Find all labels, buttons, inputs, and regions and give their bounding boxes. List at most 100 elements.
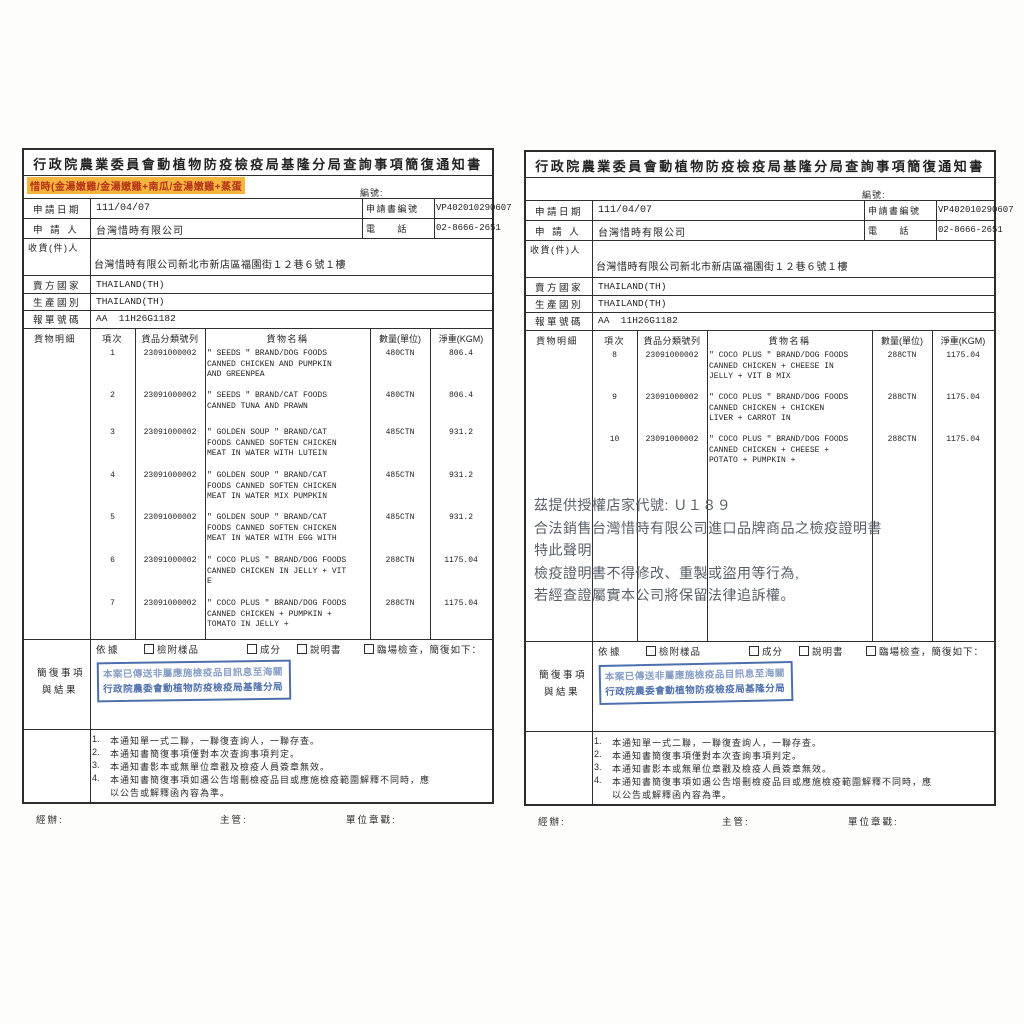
- statement-line: 合法銷售台灣惜時有限公司進口品牌商品之檢疫證明書: [534, 519, 882, 536]
- apply-date-value: 111/04/07: [598, 205, 653, 216]
- reply-section-label: 簡復事項: [37, 668, 86, 679]
- goods-detail-label: 貨物明細: [536, 336, 579, 346]
- note-text: 本通知書簡復事項如遇公告增刪檢疫品目或應施檢疫範圍解釋不同時，應: [110, 775, 431, 785]
- checkbox-sample: 檢附樣品: [646, 644, 701, 658]
- divider: [707, 330, 708, 641]
- item-no: 1: [110, 349, 115, 358]
- divider: [936, 200, 937, 240]
- checkbox-icon: [866, 646, 876, 656]
- checkbox-ingredient: 成分: [749, 644, 783, 658]
- serial-label: 編號:: [862, 190, 886, 200]
- note-number: 1.: [594, 736, 602, 746]
- reply-section-label2: 與結果: [544, 687, 581, 698]
- item-code: 23091000002: [143, 349, 197, 358]
- divider: [932, 330, 933, 641]
- divider: [526, 295, 994, 296]
- divider: [637, 330, 638, 641]
- checkbox-onsite: 臨場檢查，簡復如下：: [364, 642, 482, 656]
- authorization-statement: 茲提供授權店家代號: Ｕ１８９ 合法銷售台灣惜時有限公司進口品牌商品之檢疫證明書…: [534, 494, 986, 607]
- production-country-value: THAILAND(TH): [598, 298, 667, 309]
- divider: [592, 200, 593, 804]
- production-country-label: 生產國別: [535, 300, 584, 311]
- item-no: 6: [110, 556, 115, 565]
- col-code: 貨品分類號列: [643, 336, 701, 346]
- goods-detail-label: 貨物明細: [34, 334, 77, 344]
- divider: [24, 198, 492, 199]
- col-name: 貨物名稱: [266, 334, 309, 344]
- seller-country-label: 賣方國家: [33, 281, 82, 292]
- divider: [526, 200, 994, 201]
- item-weight: 806.4: [448, 349, 473, 358]
- note-number: 1.: [92, 734, 100, 744]
- item-qty: 485CTN: [385, 471, 415, 480]
- item-desc: " SEEDS " BRAND/CAT FOODS CANNED TUNA AN…: [207, 391, 328, 411]
- table-row: 5 23091000002 " GOLDEN SOUP " BRAND/CAT FO…: [90, 512, 492, 556]
- unit-seal-label: 單位章戳:: [346, 815, 397, 826]
- highlight-banner: 惜時(金湯嫩雞/金湯嫩雞+南瓜/金湯嫩雞+蒸蛋: [27, 177, 246, 194]
- checkbox-instruction: 說明書: [297, 642, 342, 656]
- col-weight: 淨重(KGM): [438, 334, 484, 344]
- item-qty: 288CTN: [887, 393, 917, 402]
- phone-label: 電 話: [366, 224, 409, 234]
- divider: [362, 198, 363, 238]
- note-number: 4.: [594, 775, 602, 785]
- divider: [24, 293, 492, 294]
- apply-no-value: VP402010290607: [436, 203, 512, 213]
- item-qty: 480CTN: [385, 391, 415, 400]
- item-code: 23091000002: [143, 599, 197, 608]
- table-row: 6 23091000002 " COCO PLUS " BRAND/DOG FOOD…: [90, 555, 492, 599]
- item-desc: " GOLDEN SOUP " BRAND/CAT FOODS CANNED S…: [207, 471, 337, 501]
- item-code: 23091000002: [143, 556, 197, 565]
- apply-date-label: 申請日期: [33, 205, 82, 216]
- checkbox-icon: [364, 644, 374, 654]
- divider: [24, 639, 492, 640]
- item-qty: 288CTN: [887, 351, 917, 360]
- seller-country-value: THAILAND(TH): [96, 279, 165, 290]
- unit-seal-label: 單位章戳:: [848, 817, 899, 828]
- checkbox-icon: [646, 646, 656, 656]
- consignee-value: 台灣惜時有限公司新北市新店區福園街１２巷６號１樓: [94, 260, 346, 271]
- divider: [370, 328, 371, 639]
- supervisor-label: 主管:: [722, 817, 750, 828]
- reply-section-label2: 與結果: [42, 685, 79, 696]
- note-number: 2.: [92, 747, 100, 757]
- item-desc: " COCO PLUS " BRAND/DOG FOODS CANNED CHI…: [709, 435, 849, 465]
- statement-line: 檢疫證明書不得修改、重製或盜用等行為,: [534, 564, 800, 581]
- item-no: 8: [612, 351, 617, 360]
- declaration-no-value: AA 11H26G1182: [96, 313, 176, 324]
- divider: [526, 731, 994, 732]
- col-qty: 數量(單位): [379, 334, 421, 344]
- item-desc: " GOLDEN SOUP " BRAND/CAT FOODS CANNED S…: [207, 428, 337, 458]
- item-no: 7: [110, 599, 115, 608]
- apply-date-value: 111/04/07: [96, 203, 151, 214]
- divider: [526, 277, 994, 278]
- apply-no-value: VP402010290607: [938, 205, 1014, 215]
- apply-date-label: 申請日期: [535, 207, 584, 218]
- item-weight: 931.2: [448, 471, 473, 480]
- applicant-label: 申 請 人: [33, 225, 80, 236]
- item-qty: 288CTN: [385, 599, 415, 608]
- divider: [872, 330, 873, 641]
- table-row: 2 23091000002 " SEEDS " BRAND/CAT FOODS CA…: [90, 390, 492, 434]
- consignee-label: 收貨(件)人: [28, 243, 79, 253]
- statement-line: 特此聲明: [534, 542, 592, 558]
- item-desc: " GOLDEN SOUP " BRAND/CAT FOODS CANNED S…: [207, 513, 337, 543]
- statement-line: 茲提供授權店家代號: Ｕ１８９: [534, 497, 732, 513]
- item-qty: 288CTN: [887, 435, 917, 444]
- col-code: 貨品分類號列: [141, 334, 199, 344]
- col-weight: 淨重(KGM): [940, 336, 986, 346]
- item-weight: 1175.04: [946, 393, 980, 402]
- apply-no-label: 申請書編號: [868, 206, 921, 216]
- checkbox-instruction: 說明書: [799, 644, 844, 658]
- item-weight: 806.4: [448, 391, 473, 400]
- item-code: 23091000002: [645, 351, 699, 360]
- item-no: 5: [110, 513, 115, 522]
- divider: [430, 328, 431, 639]
- note-text: 本通知書簡復事項僅對本次查詢事項判定。: [612, 751, 803, 761]
- table-row: 9 23091000002 " COCO PLUS " BRAND/DOG FOOD…: [592, 392, 994, 436]
- item-qty: 288CTN: [385, 556, 415, 565]
- divider: [24, 238, 492, 239]
- office-stamp: 本案已傳送非屬應施檢疫品目訊息至海關 行政院農委會動植物防疫檢疫局基隆分局: [598, 660, 794, 706]
- table-row: 10 23091000002 " COCO PLUS " BRAND/DOG FOO…: [592, 434, 994, 478]
- divider: [864, 200, 865, 240]
